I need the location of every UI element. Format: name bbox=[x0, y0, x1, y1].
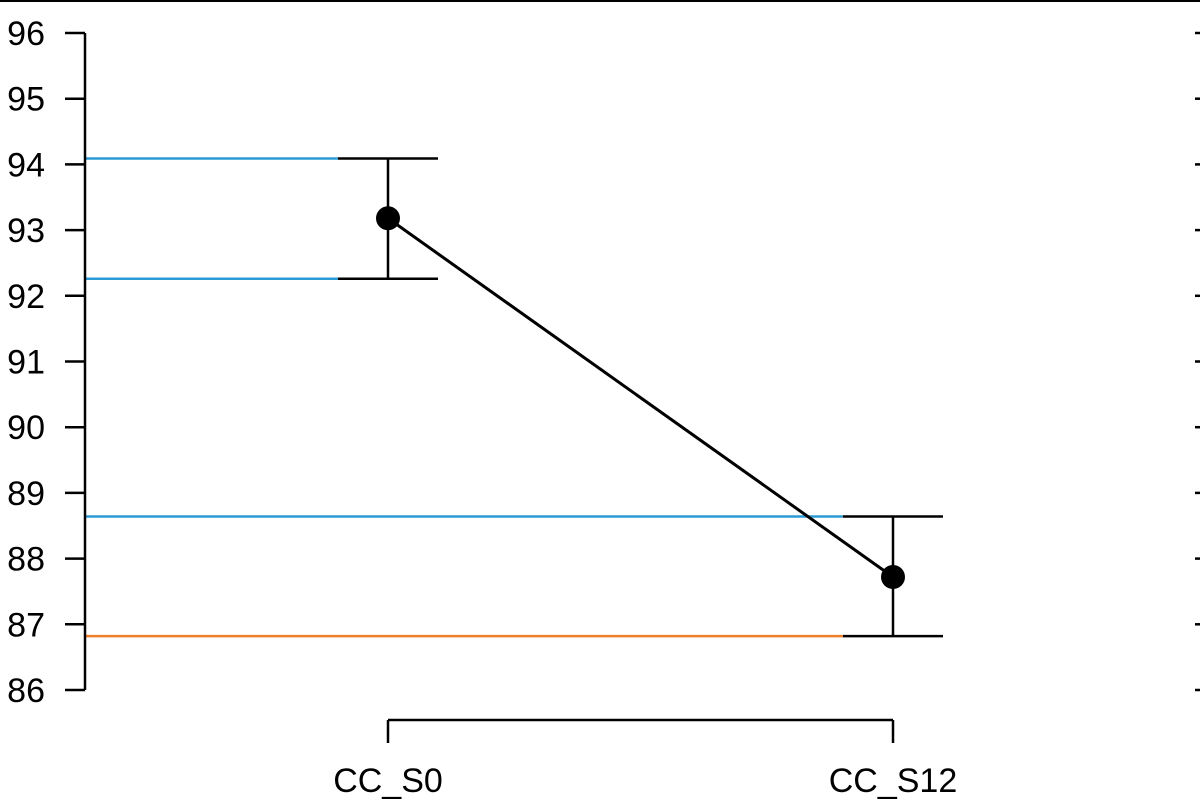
y-tick-label: 90 bbox=[7, 409, 45, 447]
y-tick-label: 95 bbox=[7, 81, 45, 119]
plot-area bbox=[338, 157, 943, 638]
y-tick-label: 92 bbox=[7, 278, 45, 316]
y-tick-label: 91 bbox=[7, 344, 45, 382]
y-tick-label: 87 bbox=[7, 606, 45, 644]
data-point bbox=[881, 564, 905, 589]
y-axis: 86 87 88 89 90 91 92 93 94 95 96 bbox=[7, 15, 87, 710]
y-tick-label: 93 bbox=[7, 212, 45, 250]
x-tick-label: CC_S12 bbox=[829, 762, 958, 800]
reference-lines bbox=[85, 157, 843, 638]
y-tick-label: 86 bbox=[7, 672, 45, 710]
data-point bbox=[376, 206, 400, 231]
y-tick-label: 94 bbox=[7, 146, 45, 184]
y-tick-label: 89 bbox=[7, 475, 45, 513]
y-tick-label: 88 bbox=[7, 541, 45, 579]
x-tick-label: CC_S0 bbox=[333, 762, 443, 800]
series-line bbox=[387, 217, 894, 579]
right-axis-ticks bbox=[1195, 31, 1200, 692]
x-axis: CC_S0 CC_S12 bbox=[333, 718, 958, 800]
y-tick-label: 96 bbox=[7, 15, 45, 53]
